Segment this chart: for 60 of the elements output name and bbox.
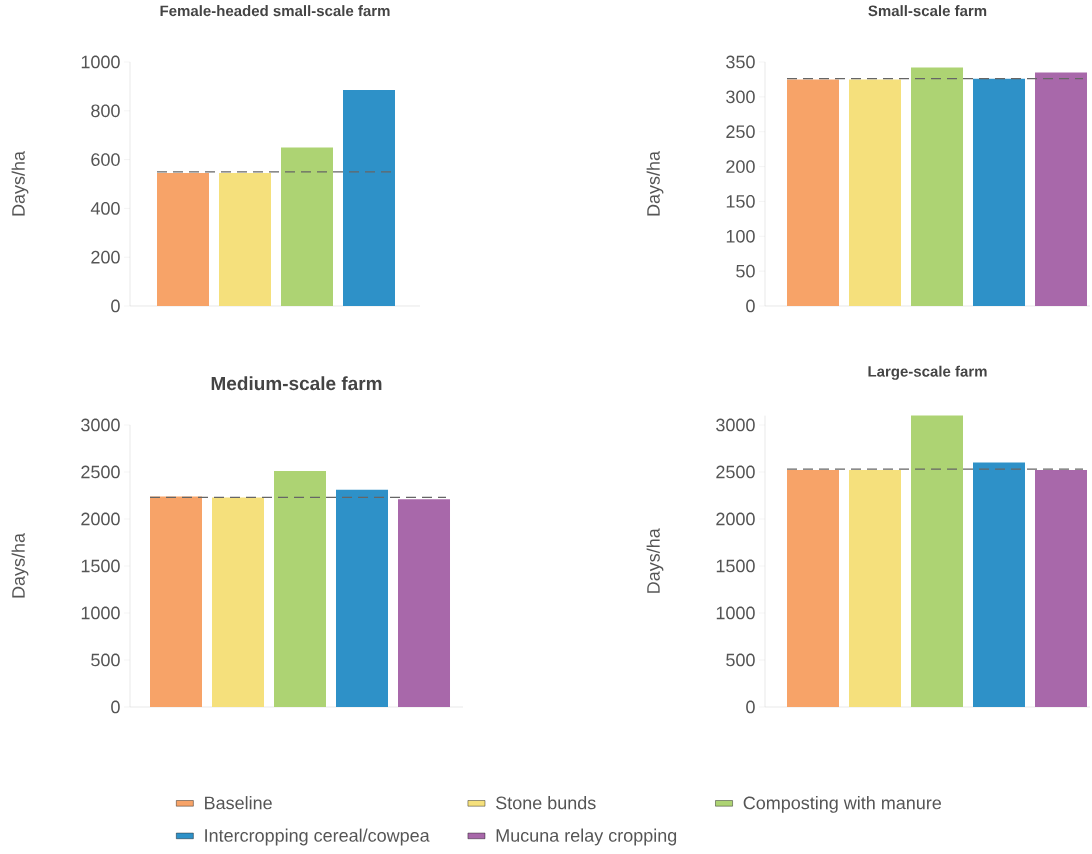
bar	[150, 496, 202, 707]
y-axis-title: Days/ha	[646, 150, 664, 216]
bar	[911, 415, 963, 707]
legend-label: Stone bunds	[496, 796, 596, 810]
y-axis-title: Days/ha	[11, 150, 29, 216]
y-tick-label: 200	[726, 160, 755, 173]
y-tick-label: 1000	[81, 55, 120, 69]
bar	[911, 67, 964, 306]
bar	[398, 499, 451, 707]
legend-label: Composting with manure	[743, 796, 942, 813]
y-tick-label: 400	[90, 202, 120, 215]
y-tick-label: 600	[91, 153, 120, 166]
bar	[274, 471, 326, 707]
legend-label: Intercropping cereal/cowpea	[205, 828, 430, 846]
y-tick-label: 0	[746, 299, 755, 313]
y-tick-label: 500	[91, 653, 120, 667]
y-tick-label: 1500	[81, 559, 120, 573]
chart-title: Medium-scale farm	[211, 376, 382, 391]
y-tick-label: 3000	[81, 418, 120, 432]
bar	[787, 470, 839, 707]
bar	[219, 173, 271, 306]
y-tick-label: 150	[726, 195, 755, 208]
bar	[849, 470, 901, 707]
y-tick-label: 2000	[716, 512, 755, 526]
bar	[343, 90, 395, 306]
y-tick-label: 1000	[716, 606, 755, 620]
y-tick-label: 50	[736, 264, 755, 278]
y-tick-label: 300	[726, 90, 755, 104]
y-tick-label: 250	[726, 125, 755, 139]
y-tick-label: 200	[91, 250, 120, 264]
y-axis-title: Days/ha	[11, 532, 29, 598]
bar	[281, 147, 333, 306]
bar	[973, 462, 1026, 707]
y-tick-label: 2500	[716, 465, 755, 479]
bar	[973, 78, 1026, 306]
y-tick-label: 350	[726, 55, 755, 69]
chart-title: Female-headed small-scale farm	[160, 5, 390, 17]
y-tick-label: 1500	[716, 559, 755, 573]
legend-label: Mucuna relay cropping	[496, 828, 677, 846]
y-tick-label: 0	[746, 700, 755, 714]
bar	[787, 79, 840, 306]
bar	[849, 79, 902, 306]
y-tick-label: 0	[111, 700, 120, 714]
y-tick-label: 800	[91, 104, 120, 118]
chart-title: Small-scale farm	[868, 5, 987, 17]
y-tick-label: 1000	[81, 606, 120, 620]
legend-label: Baseline	[205, 796, 272, 810]
y-tick-label: 500	[726, 653, 755, 667]
y-tick-label: 2500	[81, 465, 120, 479]
y-tick-label: 3000	[716, 418, 755, 432]
chart-title: Large-scale farm	[868, 365, 987, 380]
y-tick-label: 100	[726, 229, 755, 243]
bar	[212, 497, 264, 707]
bar	[157, 173, 209, 306]
bar	[1035, 470, 1088, 707]
y-tick-label: 0	[111, 299, 120, 313]
bar	[336, 489, 388, 707]
y-axis-title: Days/ha	[646, 528, 664, 593]
bar	[1035, 72, 1088, 306]
y-tick-label: 2000	[81, 512, 120, 526]
